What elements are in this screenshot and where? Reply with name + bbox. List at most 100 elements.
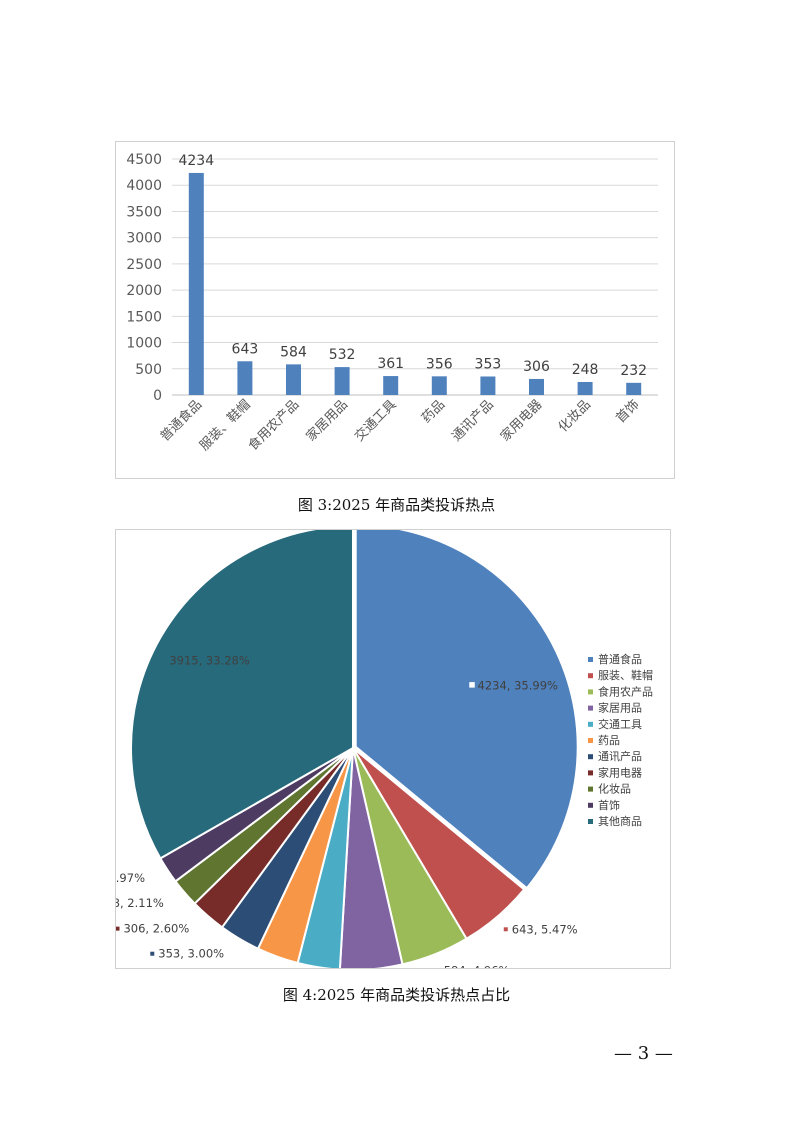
pie-chart-frame: 4234, 35.99%643, 5.47%584, 4.96%532, 4.5…: [71, 523, 671, 994]
pie-data-label-group: 3915, 33.28%: [161, 654, 250, 668]
bar-data-label: 4234: [178, 153, 214, 169]
legend-item: 通讯产品: [588, 749, 642, 763]
legend-label: 普通食品: [598, 652, 642, 666]
legend-label: 家居用品: [598, 701, 642, 715]
pie-data-label: 584, 4.96%: [444, 964, 510, 968]
x-tick-label: 服装、鞋帽: [196, 397, 253, 454]
bar-data-label: 356: [426, 356, 453, 372]
bar: [383, 376, 399, 395]
legend-marker: [588, 673, 593, 679]
bar-data-label: 584: [280, 344, 307, 360]
legend-marker: [588, 819, 593, 824]
legend-marker: [588, 802, 593, 808]
pie-label-marker: [115, 926, 120, 931]
bar: [626, 382, 642, 395]
legend-label: 首饰: [598, 798, 620, 812]
y-tick-label: 0: [153, 388, 162, 404]
pie-data-label: 248, 2.11%: [116, 896, 164, 910]
y-tick-label: 4500: [126, 152, 162, 168]
x-tick-label: 药品: [419, 397, 448, 426]
legend-label: 其他商品: [598, 814, 642, 828]
pie-data-label-group: 248, 2.11%: [90, 896, 164, 910]
pie-slice: [130, 524, 354, 860]
legend-label: 家用电器: [598, 765, 642, 779]
legend-label: 化妆品: [598, 782, 631, 796]
legend-marker: [588, 754, 593, 760]
pie-data-label-group: 4234, 35.99%: [467, 678, 558, 692]
pie-data-label: 4234, 35.99%: [478, 678, 558, 692]
legend-item: 交通工具: [588, 717, 642, 731]
pie-data-label: 356, 3.03%: [200, 966, 266, 968]
legend-item: 化妆品: [588, 782, 631, 796]
bar-data-label: 532: [329, 347, 356, 363]
bar-chart: 0 500 1000 1500 2000 2500 3000 3500 4000 4500 4234…: [126, 152, 658, 454]
pie-chart-caption: 图 4:2025 年商品类投诉热点占比: [282, 986, 511, 1004]
bar-data-label: 643: [232, 341, 259, 357]
y-tick-label: 2000: [126, 283, 162, 299]
bar: [286, 364, 301, 395]
y-tick-label: 500: [135, 362, 162, 378]
x-tick-label: 普通食品: [157, 397, 205, 445]
legend-marker: [588, 786, 593, 792]
bar-data-label: 248: [572, 362, 599, 378]
pie-slice: [354, 523, 579, 890]
bar: [431, 376, 447, 395]
legend-item: 药品: [588, 734, 620, 747]
legend-label: 服装、鞋帽: [598, 668, 653, 682]
legend-marker: [588, 770, 593, 776]
legend-marker: [588, 689, 593, 695]
bar-data-label: 306: [523, 359, 550, 375]
pie-data-label: 306, 2.60%: [123, 922, 189, 936]
pie-data-label-group: 584, 4.96%: [435, 964, 510, 978]
page-number: — 3 —: [614, 1043, 673, 1064]
legend-label: 食用农产品: [598, 684, 653, 698]
pie-label-marker: [467, 680, 477, 690]
pie-data-label: 232, 1.97%: [116, 871, 145, 885]
legend-item: 家居用品: [588, 701, 642, 715]
pie-data-label-group: 232, 1.97%: [71, 871, 145, 885]
pie-data-label-group: 353, 3.00%: [150, 947, 224, 961]
y-tick-label: 3000: [126, 231, 162, 247]
legend-item: 首饰: [588, 798, 620, 812]
pie-label-marker: [503, 927, 508, 932]
legend-marker: [588, 657, 593, 662]
legend-label: 交通工具: [598, 717, 642, 731]
bar: [529, 378, 544, 395]
pie-data-label: 643, 5.47%: [512, 922, 578, 936]
bar-data-label: 232: [620, 363, 647, 379]
x-tick-label: 食用农产品: [245, 397, 302, 454]
y-tick-label: 1000: [126, 336, 162, 352]
legend-marker: [588, 705, 593, 711]
bar: [577, 381, 593, 395]
x-tick-label: 化妆品: [556, 397, 594, 435]
bar: [237, 361, 253, 395]
pie-data-label-group: 306, 2.60%: [115, 922, 189, 936]
pie-data-label: 353, 3.00%: [158, 947, 224, 961]
pie-data-label-group: 356, 3.03%: [191, 966, 266, 980]
x-tick-label: 首饰: [614, 397, 643, 426]
bar-chart-frame: 0 500 1000 1500 2000 2500 3000 3500 4000 4500 4234…: [115, 141, 675, 479]
bar-data-label: 361: [377, 356, 404, 372]
bar: [334, 367, 350, 395]
legend-label: 药品: [598, 734, 620, 747]
legend-item: 其他商品: [588, 814, 642, 828]
x-tick-label: 交通工具: [351, 397, 399, 445]
y-tick-label: 4000: [126, 178, 162, 194]
bar-chart-caption: 图 3:2025 年商品类投诉热点: [297, 496, 496, 514]
pie-label-marker: [161, 658, 166, 663]
legend-item: 普通食品: [588, 652, 642, 666]
bar: [188, 172, 204, 395]
pie-label-marker: [150, 951, 155, 956]
legend-marker: [588, 721, 593, 727]
y-tick-label: 2500: [126, 257, 162, 273]
x-tick-label: 家用电器: [497, 397, 545, 445]
legend-marker: [588, 738, 593, 743]
pie-data-label: 3915, 33.28%: [169, 654, 249, 668]
x-tick-label: 通讯产品: [449, 397, 496, 444]
legend-item: 服装、鞋帽: [588, 668, 653, 682]
y-tick-label: 1500: [126, 309, 162, 325]
pie-chart: 4234, 35.99%643, 5.47%584, 4.96%532, 4.5…: [71, 523, 653, 994]
legend-item: 食用农产品: [588, 684, 653, 698]
bar-data-label: 353: [475, 356, 502, 372]
x-tick-label: 家居用品: [303, 397, 351, 445]
